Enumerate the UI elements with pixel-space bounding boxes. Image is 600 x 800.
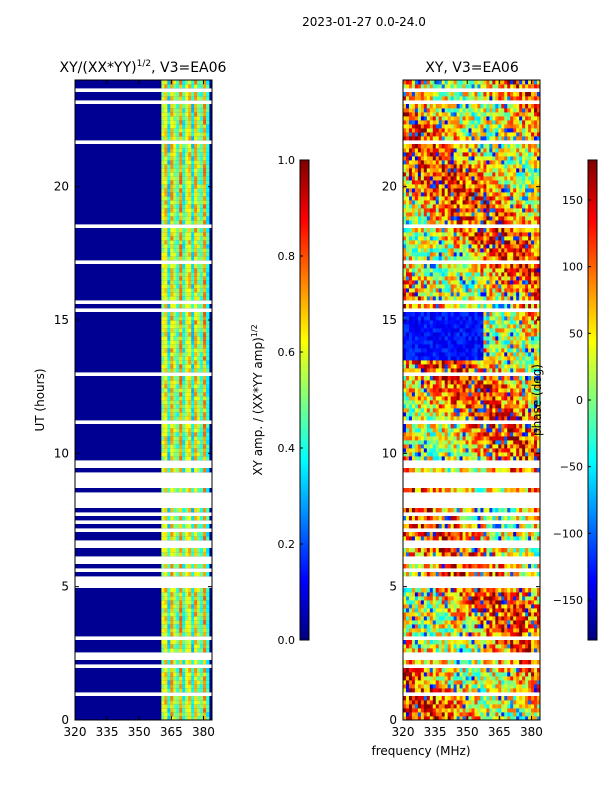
y-tick-label: 5	[389, 580, 397, 594]
amp-colorbar-label-exp: 1/2	[250, 324, 259, 337]
amp-title-prefix: XY/(XX*YY)	[60, 60, 137, 76]
x-tick-label: 350	[128, 725, 151, 739]
amp-heatmap	[75, 80, 212, 721]
amp-plot-frame	[74, 79, 213, 721]
y-tick-label: 0	[61, 713, 69, 727]
colorbar-tick-label: 100	[562, 261, 583, 274]
colorbar-tick-label: 50	[569, 327, 583, 340]
amp-title: XY/(XX*YY)1/2, V3=EA06	[60, 59, 227, 76]
colorbar-tick-label: 150	[562, 194, 583, 207]
phase-x-ticks: 320 335 350 365 380	[392, 80, 543, 739]
colorbar-tick-label: 0	[576, 394, 583, 407]
amp-colorbar: 0.0 0.2 0.4 0.6 0.8 1.0 XY amp. / (XX*YY amp)…	[250, 154, 310, 647]
y-tick-label: 0	[389, 713, 397, 727]
y-tick-label: 20	[54, 180, 69, 194]
colorbar-tick-label: 0.0	[278, 634, 296, 647]
x-tick-label: 335	[424, 725, 447, 739]
shared-xlabel: frequency (MHz)	[371, 744, 470, 758]
x-tick-label: 320	[64, 725, 87, 739]
y-tick-label: 15	[54, 313, 69, 327]
amp-ylabel: UT (hours)	[33, 368, 47, 431]
x-tick-label: 350	[456, 725, 479, 739]
phase-plot-frame	[402, 79, 541, 721]
colorbar-tick-label: 1.0	[278, 154, 296, 167]
y-tick-label: 20	[382, 180, 397, 194]
phase-colorbar-ticks: −150 −100 −50 0 50 100 150	[553, 194, 591, 607]
amp-title-suffix: , V3=EA06	[151, 60, 226, 76]
phase-heatmap	[403, 80, 541, 721]
amp-x-ticks: 320 335 350 365 380	[64, 80, 215, 739]
colorbar-tick-label: −100	[553, 527, 583, 540]
y-tick-label: 15	[382, 313, 397, 327]
x-tick-label: 320	[392, 725, 415, 739]
amp-panel: XY/(XX*YY)1/2, V3=EA06 320 335 350 365 380 0…	[33, 59, 227, 739]
phase-title: XY, V3=EA06	[425, 60, 519, 76]
y-tick-label: 10	[54, 446, 69, 460]
colorbar-tick-label: 0.2	[278, 538, 296, 551]
colorbar-tick-label: 0.8	[278, 250, 296, 263]
suptitle: 2023-01-27 0.0-24.0	[302, 15, 426, 29]
phase-colorbar: −150 −100 −50 0 50 100 150 phase (deg)	[530, 159, 598, 641]
colorbar-tick-label: −150	[553, 594, 583, 607]
phase-panel: XY, V3=EA06 320 335 350 365 380 0 5 10 15 20	[382, 60, 543, 739]
phase-colorbar-label: phase (deg)	[530, 364, 544, 436]
amp-colorbar-ticks: 0.0 0.2 0.4 0.6 0.8 1.0	[278, 154, 303, 647]
x-tick-label: 380	[192, 725, 215, 739]
amp-colorbar-label: XY amp. / (XX*YY amp)1/2	[250, 324, 265, 475]
amp-title-exp: 1/2	[137, 59, 151, 69]
amp-colorbar-bar	[299, 159, 310, 641]
phase-y-ticks: 0 5 10 15 20	[382, 180, 540, 727]
x-tick-label: 365	[160, 725, 183, 739]
amp-y-ticks: 0 5 10 15 20	[54, 180, 212, 727]
colorbar-tick-label: −50	[560, 461, 583, 474]
y-tick-label: 5	[61, 580, 69, 594]
y-tick-label: 10	[382, 446, 397, 460]
x-tick-label: 365	[488, 725, 511, 739]
x-tick-label: 335	[96, 725, 119, 739]
x-tick-label: 380	[520, 725, 543, 739]
amp-colorbar-label-prefix: XY amp. / (XX*YY amp)	[251, 337, 265, 475]
colorbar-tick-label: 0.4	[278, 442, 296, 455]
colorbar-tick-label: 0.6	[278, 346, 296, 359]
